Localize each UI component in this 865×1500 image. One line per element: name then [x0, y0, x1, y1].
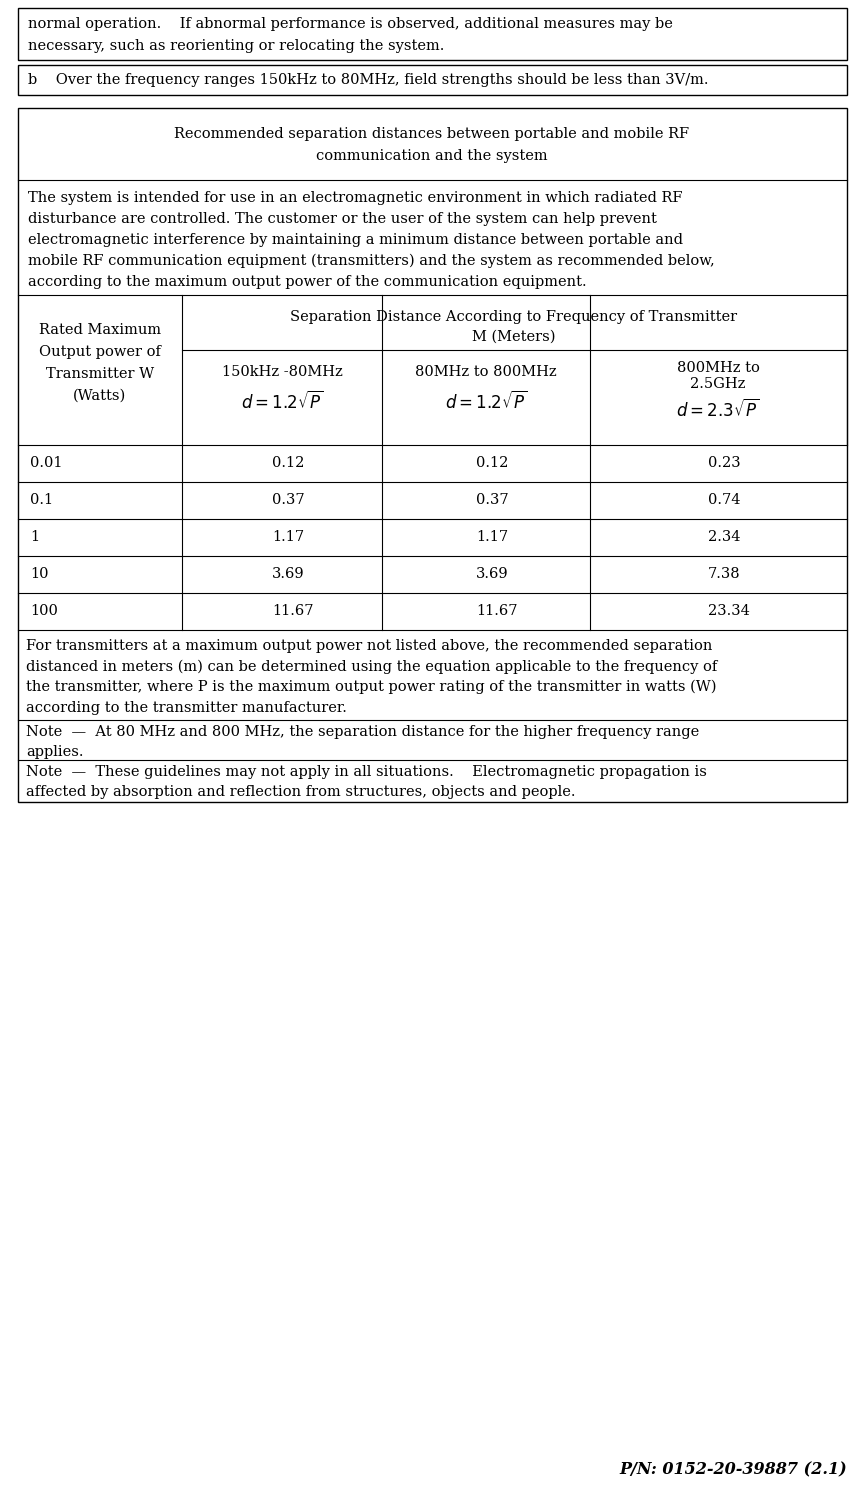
Text: distanced in meters (m) can be determined using the equation applicable to the f: distanced in meters (m) can be determine…	[26, 660, 717, 674]
Text: 0.1: 0.1	[30, 494, 53, 507]
Text: the transmitter, where P is the maximum output power rating of the transmitter i: the transmitter, where P is the maximum …	[26, 680, 716, 694]
Text: 11.67: 11.67	[476, 604, 517, 618]
Text: 800MHz to: 800MHz to	[676, 362, 759, 375]
Text: mobile RF communication equipment (transmitters) and the system as recommended b: mobile RF communication equipment (trans…	[28, 254, 714, 268]
Text: 150kHz -80MHz: 150kHz -80MHz	[221, 364, 343, 380]
Text: 0.37: 0.37	[476, 494, 509, 507]
Text: b    Over the frequency ranges 150kHz to 80MHz, field strengths should be less t: b Over the frequency ranges 150kHz to 80…	[28, 74, 708, 87]
Bar	[18, 8, 847, 60]
Text: according to the maximum output power of the communication equipment.: according to the maximum output power of…	[28, 276, 586, 290]
Text: Rated Maximum: Rated Maximum	[39, 322, 161, 338]
Text: For transmitters at a maximum output power not listed above, the recommended sep: For transmitters at a maximum output pow…	[26, 639, 713, 652]
Text: 1.17: 1.17	[272, 530, 304, 544]
Text: (Watts): (Watts)	[74, 388, 126, 404]
Bar	[18, 108, 847, 802]
Text: Note  —  These guidelines may not apply in all situations.    Electromagnetic pr: Note — These guidelines may not apply in…	[26, 765, 707, 778]
Text: $d = 1.2\sqrt{P}$: $d = 1.2\sqrt{P}$	[445, 392, 527, 412]
Text: 3.69: 3.69	[272, 567, 304, 580]
Text: 0.23: 0.23	[708, 456, 740, 470]
Text: normal operation.    If abnormal performance is observed, additional measures ma: normal operation. If abnormal performanc…	[28, 16, 673, 32]
Text: applies.: applies.	[26, 746, 84, 759]
Text: Separation Distance According to Frequency of Transmitter: Separation Distance According to Frequen…	[291, 310, 738, 324]
Text: affected by absorption and reflection from structures, objects and people.: affected by absorption and reflection fr…	[26, 784, 575, 800]
Text: 0.74: 0.74	[708, 494, 740, 507]
Text: disturbance are controlled. The customer or the user of the system can help prev: disturbance are controlled. The customer…	[28, 213, 657, 226]
Text: $d = 1.2\sqrt{P}$: $d = 1.2\sqrt{P}$	[240, 392, 324, 412]
Text: necessary, such as reorienting or relocating the system.: necessary, such as reorienting or reloca…	[28, 39, 445, 53]
Text: Note  —  At 80 MHz and 800 MHz, the separation distance for the higher frequency: Note — At 80 MHz and 800 MHz, the separa…	[26, 724, 699, 740]
Text: Transmitter W: Transmitter W	[46, 368, 154, 381]
Text: M (Meters): M (Meters)	[472, 330, 555, 344]
Text: 1.17: 1.17	[476, 530, 508, 544]
Text: electromagnetic interference by maintaining a minimum distance between portable : electromagnetic interference by maintain…	[28, 234, 683, 248]
Text: $d = 2.3\sqrt{P}$: $d = 2.3\sqrt{P}$	[676, 399, 759, 422]
Text: according to the transmitter manufacturer.: according to the transmitter manufacture…	[26, 700, 347, 714]
Text: P/N: 0152-20-39887 (2.1): P/N: 0152-20-39887 (2.1)	[619, 1461, 847, 1479]
Text: 0.01: 0.01	[30, 456, 62, 470]
Text: 23.34: 23.34	[708, 604, 750, 618]
Text: 7.38: 7.38	[708, 567, 740, 580]
Text: Output power of: Output power of	[39, 345, 161, 358]
Text: 0.12: 0.12	[272, 456, 304, 470]
Text: communication and the system: communication and the system	[317, 148, 548, 164]
Text: 2.34: 2.34	[708, 530, 740, 544]
Text: 80MHz to 800MHz: 80MHz to 800MHz	[415, 364, 557, 380]
Text: 1: 1	[30, 530, 39, 544]
Text: 0.37: 0.37	[272, 494, 304, 507]
Text: 100: 100	[30, 604, 58, 618]
Text: Recommended separation distances between portable and mobile RF: Recommended separation distances between…	[175, 128, 689, 141]
Text: 11.67: 11.67	[272, 604, 313, 618]
Text: 0.12: 0.12	[476, 456, 509, 470]
Text: 3.69: 3.69	[476, 567, 509, 580]
Text: 10: 10	[30, 567, 48, 580]
Text: The system is intended for use in an electromagnetic environment in which radiat: The system is intended for use in an ele…	[28, 192, 682, 206]
Text: 2.5GHz: 2.5GHz	[690, 376, 746, 392]
Bar	[18, 64, 847, 94]
